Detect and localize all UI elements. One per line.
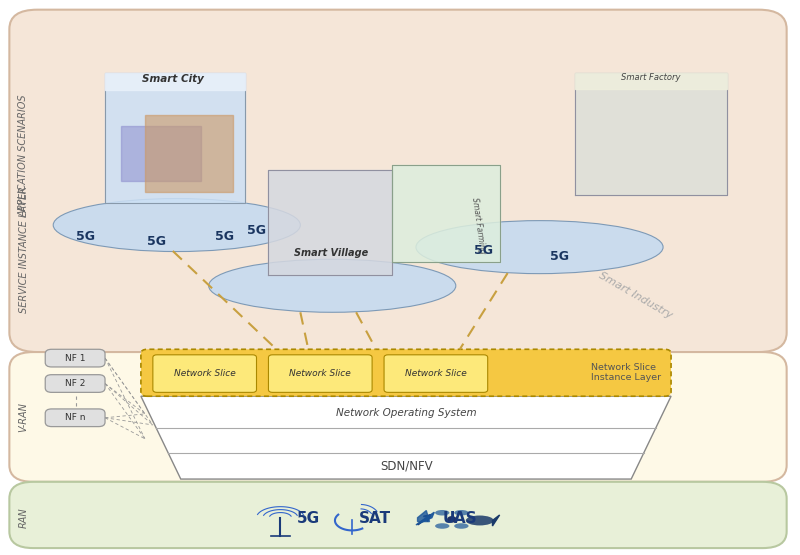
Polygon shape	[575, 73, 727, 89]
FancyBboxPatch shape	[269, 355, 372, 392]
Text: SAT: SAT	[358, 511, 390, 526]
Text: Smart Farming: Smart Farming	[470, 196, 486, 254]
Text: SDN/NFV: SDN/NFV	[380, 460, 433, 473]
Text: 5G: 5G	[247, 224, 266, 237]
Text: Network Operating System: Network Operating System	[336, 408, 477, 418]
Polygon shape	[269, 170, 392, 275]
Polygon shape	[105, 73, 245, 203]
Text: 5G: 5G	[147, 235, 166, 248]
Text: NF n: NF n	[65, 413, 86, 422]
Ellipse shape	[209, 259, 456, 312]
Ellipse shape	[435, 523, 450, 529]
Ellipse shape	[447, 516, 457, 523]
Text: V-RAN: V-RAN	[18, 402, 29, 432]
Polygon shape	[145, 114, 233, 192]
FancyBboxPatch shape	[46, 375, 105, 392]
FancyBboxPatch shape	[384, 355, 488, 392]
Polygon shape	[416, 512, 434, 525]
Text: RAN: RAN	[18, 507, 29, 528]
Text: Network Slice: Network Slice	[290, 369, 351, 378]
FancyBboxPatch shape	[10, 352, 786, 482]
Text: 5G: 5G	[75, 230, 94, 243]
Text: 5G: 5G	[297, 511, 320, 526]
Text: Network Slice
Instance Layer: Network Slice Instance Layer	[591, 363, 662, 382]
Polygon shape	[418, 511, 430, 522]
FancyBboxPatch shape	[10, 482, 786, 548]
Text: SERVICE INSTANCE LAYER: SERVICE INSTANCE LAYER	[18, 186, 29, 314]
FancyBboxPatch shape	[10, 9, 786, 352]
Text: Smart Village: Smart Village	[294, 248, 368, 258]
Ellipse shape	[454, 510, 469, 516]
Ellipse shape	[435, 510, 450, 516]
Text: 5G: 5G	[215, 230, 234, 243]
Polygon shape	[105, 73, 245, 90]
Polygon shape	[392, 165, 500, 262]
Polygon shape	[121, 125, 201, 181]
FancyBboxPatch shape	[153, 355, 257, 392]
Text: Network Slice: Network Slice	[405, 369, 466, 378]
Text: UAS: UAS	[442, 511, 477, 526]
Text: NF 1: NF 1	[65, 354, 86, 362]
Text: Network Slice: Network Slice	[174, 369, 235, 378]
Text: NF 2: NF 2	[65, 379, 86, 388]
Text: Smart Industry: Smart Industry	[597, 270, 674, 320]
Polygon shape	[141, 396, 671, 479]
Ellipse shape	[466, 516, 494, 526]
Text: APPLICATION SCENARIOS: APPLICATION SCENARIOS	[18, 95, 29, 218]
Text: 5G: 5G	[474, 245, 494, 258]
Polygon shape	[575, 73, 727, 195]
Text: Smart City: Smart City	[142, 74, 204, 84]
Ellipse shape	[416, 221, 663, 274]
FancyBboxPatch shape	[46, 349, 105, 367]
FancyBboxPatch shape	[46, 409, 105, 427]
Ellipse shape	[54, 199, 300, 251]
Ellipse shape	[454, 523, 469, 529]
Text: 5G: 5G	[550, 250, 569, 263]
FancyBboxPatch shape	[141, 349, 671, 396]
Polygon shape	[493, 515, 500, 526]
Text: Smart Factory: Smart Factory	[622, 73, 681, 82]
